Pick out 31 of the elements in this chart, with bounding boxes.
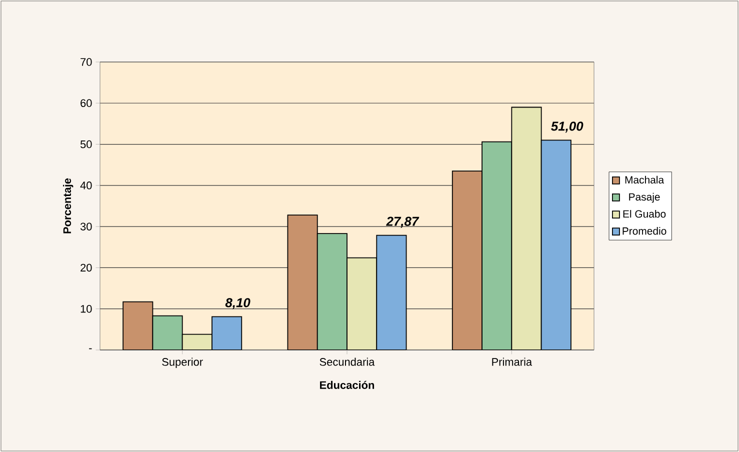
bar xyxy=(540,140,572,350)
data-label: 27,87 xyxy=(386,216,420,228)
y-tick-label: 30 xyxy=(80,222,92,230)
bar xyxy=(152,315,183,350)
bar xyxy=(511,106,542,350)
bar xyxy=(482,141,512,350)
y-tick-label: 70 xyxy=(80,58,92,66)
y-tick-label: - xyxy=(89,348,92,350)
y-tick-label: 10 xyxy=(80,304,92,313)
bar xyxy=(212,316,242,350)
bar xyxy=(316,233,348,350)
x-tick-label: Superior xyxy=(162,358,203,368)
legend-label: Machala xyxy=(625,176,664,184)
x-axis-title: Educación xyxy=(320,380,374,389)
bar xyxy=(346,257,378,350)
data-label: 51,00 xyxy=(551,122,584,133)
data-label: 8,10 xyxy=(225,298,250,310)
x-tick-label: Secundaria xyxy=(320,358,375,366)
bar xyxy=(452,170,482,350)
y-tick-label: 40 xyxy=(80,182,92,190)
bar xyxy=(376,234,407,350)
bar xyxy=(122,301,154,350)
y-tick-label: 20 xyxy=(80,264,92,272)
y-tick-label: 50 xyxy=(80,140,92,148)
legend-label: Promedio xyxy=(622,227,666,235)
legend-label: El Guabo xyxy=(623,210,666,218)
y-tick-label: 60 xyxy=(80,99,92,108)
y-axis-title: Porcentaje xyxy=(62,178,74,234)
x-tick-label: Primaria xyxy=(492,358,532,366)
legend-label: Pasaje xyxy=(629,192,660,203)
bar xyxy=(287,214,318,350)
